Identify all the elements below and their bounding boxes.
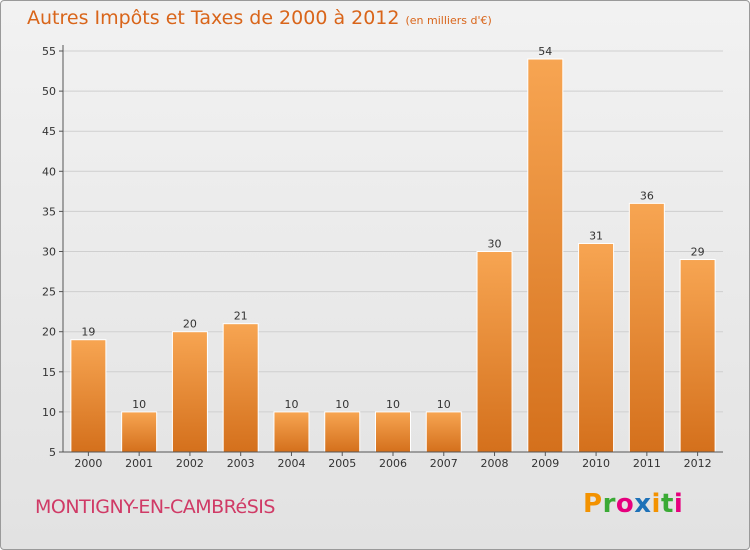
logo-letter: x bbox=[634, 489, 652, 519]
y-tick-label: 15 bbox=[42, 366, 56, 379]
bar-2009[interactable] bbox=[527, 58, 564, 453]
place-name: MONTIGNY-EN-CAMBRéSIS bbox=[35, 496, 275, 518]
y-tick-label: 25 bbox=[42, 286, 56, 299]
bar-2005[interactable] bbox=[324, 411, 361, 453]
y-tick-label: 55 bbox=[42, 45, 56, 58]
logo-letter: t bbox=[660, 489, 674, 519]
bar-2002[interactable] bbox=[171, 331, 208, 453]
x-tick-label: 2005 bbox=[328, 457, 356, 470]
chart-title-block: Autres Impôts et Taxes de 2000 à 2012 (en… bbox=[27, 7, 492, 29]
y-tick-label: 5 bbox=[49, 446, 56, 459]
data-label: 20 bbox=[183, 318, 197, 331]
data-label: 31 bbox=[589, 229, 603, 242]
bar-2012[interactable] bbox=[679, 259, 716, 453]
x-tick-label: 2008 bbox=[481, 457, 509, 470]
labels: 5 10 15 20 25 30 35 40 45 50 55 19 2000 10 2001 20 2002 2… bbox=[42, 45, 712, 470]
y-tick-label: 50 bbox=[42, 85, 56, 98]
proxiti-logo[interactable]: Proxiti bbox=[583, 489, 683, 519]
chart-title: Autres Impôts et Taxes de 2000 à 2012 bbox=[27, 7, 400, 29]
x-tick-label: 2002 bbox=[176, 457, 204, 470]
bar-2006[interactable] bbox=[375, 411, 411, 453]
y-tick-label: 20 bbox=[42, 326, 56, 339]
logo-letter: P bbox=[583, 489, 603, 519]
x-tick-label: 2010 bbox=[582, 457, 610, 470]
data-label: 10 bbox=[132, 398, 146, 411]
y-tick-label: 35 bbox=[42, 205, 56, 218]
y-tick-label: 30 bbox=[42, 246, 56, 259]
x-tick-label: 2007 bbox=[430, 457, 458, 470]
x-tick-label: 2000 bbox=[74, 457, 102, 470]
data-label: 30 bbox=[488, 238, 502, 251]
x-tick-label: 2009 bbox=[531, 457, 559, 470]
x-tick-label: 2003 bbox=[227, 457, 255, 470]
bars bbox=[70, 58, 716, 453]
data-label: 10 bbox=[386, 398, 400, 411]
data-label: 36 bbox=[640, 189, 654, 202]
bar-2010[interactable] bbox=[578, 242, 615, 453]
x-tick-label: 2006 bbox=[379, 457, 407, 470]
bar-2001[interactable] bbox=[121, 411, 158, 453]
bar-2003[interactable] bbox=[222, 323, 259, 453]
bar-2008[interactable] bbox=[476, 251, 513, 453]
logo-letter: i bbox=[651, 489, 661, 519]
bar-2000[interactable] bbox=[70, 339, 107, 453]
y-tick-label: 40 bbox=[42, 165, 56, 178]
y-tick-label: 10 bbox=[42, 406, 56, 419]
logo-letter: o bbox=[615, 489, 635, 519]
x-tick-label: 2001 bbox=[125, 457, 153, 470]
bar-2007[interactable] bbox=[425, 411, 462, 453]
data-label: 10 bbox=[437, 398, 451, 411]
bar-2011[interactable] bbox=[628, 202, 665, 453]
bar-2004[interactable] bbox=[273, 411, 310, 453]
data-label: 10 bbox=[284, 398, 298, 411]
data-label: 10 bbox=[335, 398, 349, 411]
chart-subtitle: (en milliers d'€) bbox=[405, 14, 492, 27]
grid-lines bbox=[63, 50, 723, 413]
x-tick-label: 2011 bbox=[633, 457, 661, 470]
data-label: 21 bbox=[234, 310, 248, 323]
logo-letter: i bbox=[673, 489, 684, 519]
logo-letter: r bbox=[602, 489, 616, 519]
data-label: 29 bbox=[691, 246, 705, 259]
y-tick-label: 45 bbox=[42, 125, 56, 138]
axes bbox=[59, 45, 723, 456]
x-tick-label: 2012 bbox=[684, 457, 712, 470]
data-label: 54 bbox=[538, 45, 552, 58]
data-label: 19 bbox=[81, 326, 95, 339]
x-tick-label: 2004 bbox=[277, 457, 305, 470]
